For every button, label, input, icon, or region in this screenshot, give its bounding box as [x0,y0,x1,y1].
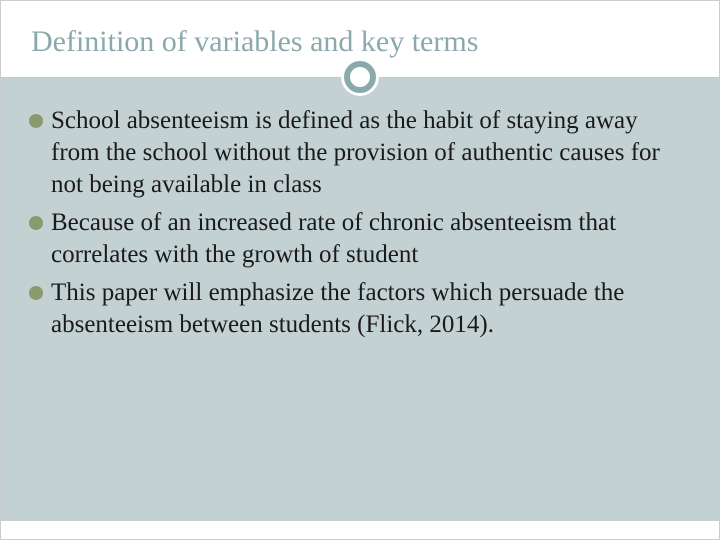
slide-footer-strip [1,521,719,539]
bullet-text: Because of an increased rate of chronic … [51,207,691,271]
list-item: This paper will emphasize the factors wh… [29,277,691,341]
bullet-text: School absenteeism is defined as the hab… [51,105,691,201]
bullet-text: This paper will emphasize the factors wh… [51,277,691,341]
list-item: Because of an increased rate of chronic … [29,207,691,271]
bullet-icon [29,114,43,128]
slide-body: School absenteeism is defined as the hab… [1,77,719,521]
bullet-icon [29,286,43,300]
slide-title: Definition of variables and key terms [31,25,689,59]
circle-badge-icon [344,61,376,93]
slide-container: Definition of variables and key terms Sc… [0,0,720,540]
list-item: School absenteeism is defined as the hab… [29,105,691,201]
bullet-icon [29,216,43,230]
bullet-list: School absenteeism is defined as the hab… [29,105,691,341]
